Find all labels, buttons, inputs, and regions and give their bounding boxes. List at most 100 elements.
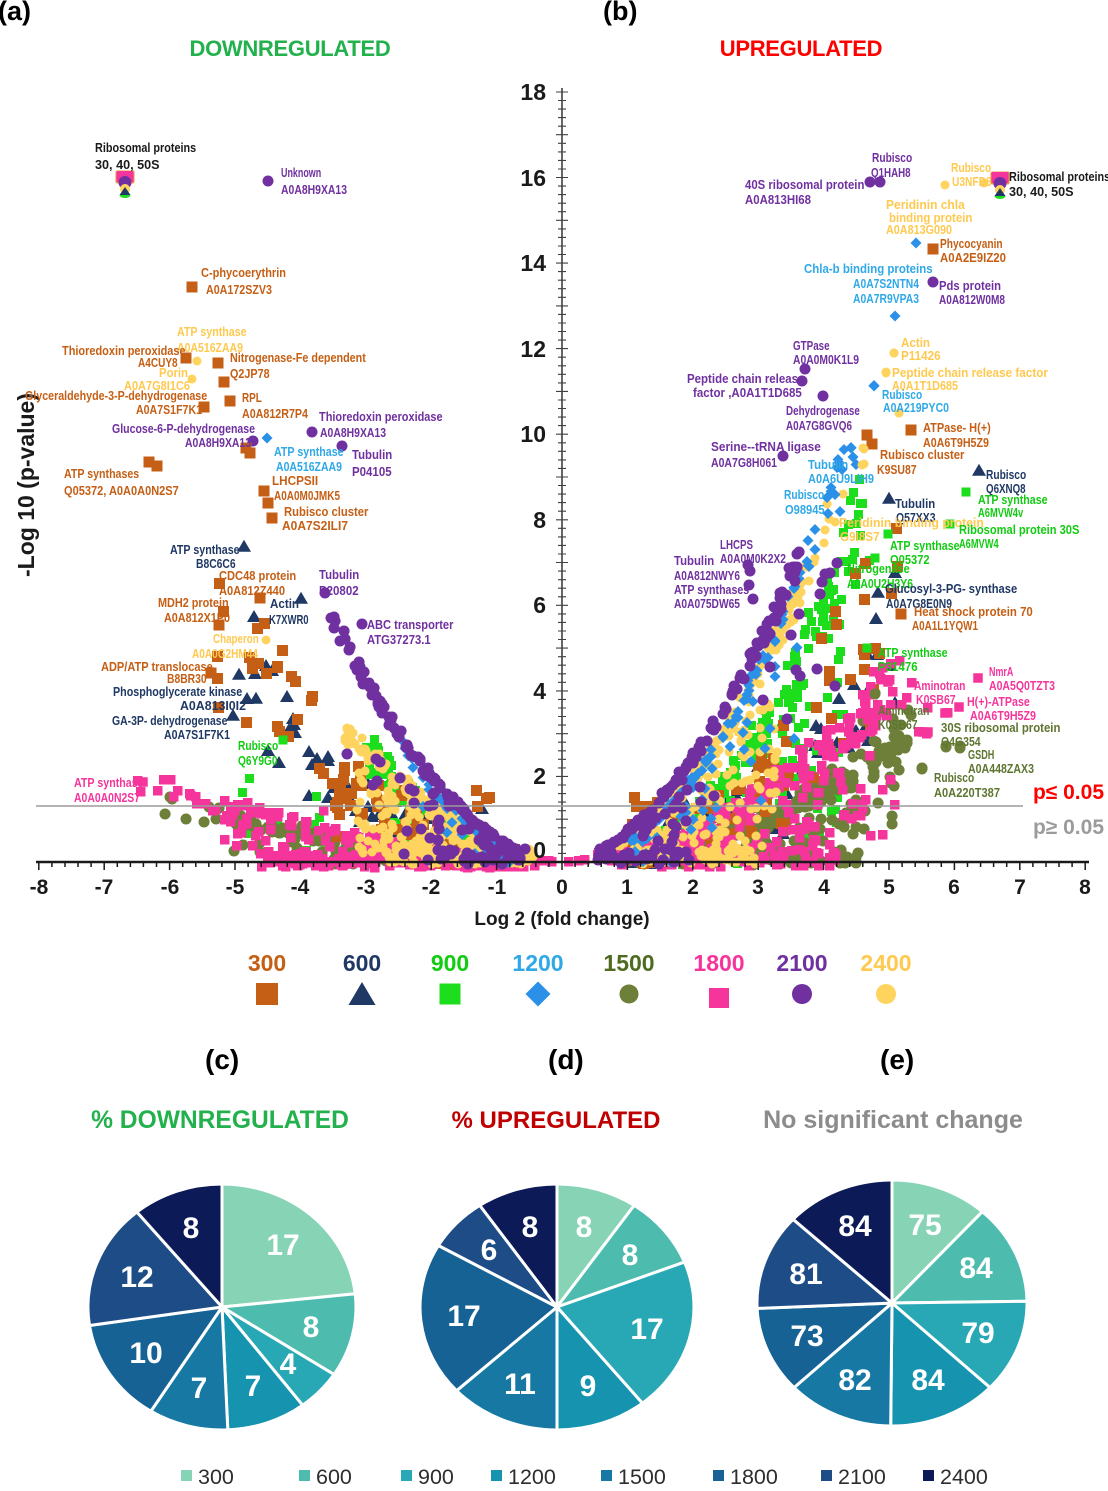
svg-text:No significant change: No significant change [763, 1106, 1023, 1134]
svg-text:30S ribosomal protein: 30S ribosomal protein [941, 720, 1060, 735]
svg-text:7: 7 [1014, 876, 1026, 899]
svg-text:12: 12 [520, 336, 546, 362]
svg-text:Glucose-6-P-dehydrogenase: Glucose-6-P-dehydrogenase [112, 421, 255, 436]
svg-text:Porin: Porin [159, 365, 188, 380]
svg-text:Rubisco: Rubisco [784, 487, 824, 502]
svg-text:K7XWR0: K7XWR0 [269, 612, 309, 627]
svg-text:K9SU87: K9SU87 [877, 462, 917, 477]
svg-text:Ribosomal proteins: Ribosomal proteins [95, 140, 196, 155]
svg-text:Glucosyl-3-PG- synthase: Glucosyl-3-PG- synthase [885, 581, 1017, 596]
svg-text:U3NFD6: U3NFD6 [952, 174, 992, 189]
svg-text:4: 4 [280, 1348, 297, 1381]
svg-text:% DOWNREGULATED: % DOWNREGULATED [91, 1107, 349, 1134]
svg-text:A6MVW4: A6MVW4 [959, 536, 999, 551]
svg-text:A0A2E9IZ20: A0A2E9IZ20 [940, 250, 1006, 265]
svg-text:3: 3 [752, 876, 764, 899]
svg-text:75: 75 [908, 1209, 941, 1242]
svg-text:p≤ 0.05: p≤ 0.05 [1033, 781, 1104, 804]
svg-text:LHCPSII: LHCPSII [272, 473, 318, 488]
svg-text:Nitrogenase-Fe dependent: Nitrogenase-Fe dependent [230, 350, 366, 365]
svg-text:Rubisco: Rubisco [882, 387, 922, 402]
svg-text:1200: 1200 [512, 950, 563, 976]
svg-text:ATP synthase: ATP synthase [274, 444, 344, 459]
svg-text:A0A7S1F7K1: A0A7S1F7K1 [164, 727, 230, 742]
svg-text:30, 40, 50S: 30, 40, 50S [95, 157, 160, 172]
svg-text:Aminotran: Aminotran [914, 678, 965, 693]
svg-text:A0A172SZV3: A0A172SZV3 [206, 282, 272, 297]
svg-text:Q05372: Q05372 [890, 552, 930, 567]
svg-text:Chaperon: Chaperon [213, 631, 259, 646]
svg-text:Actin: Actin [901, 335, 930, 350]
svg-text:A0A7G8I1C6: A0A7G8I1C6 [124, 378, 190, 393]
svg-text:ADP/ATP translocase: ADP/ATP translocase [101, 659, 213, 674]
svg-text:A6MVW4v: A6MVW4v [978, 505, 1024, 520]
svg-text:A0A812NWY6: A0A812NWY6 [674, 568, 740, 583]
svg-text:GTPase: GTPase [793, 338, 830, 353]
svg-text:A0A813HI68: A0A813HI68 [745, 192, 811, 207]
svg-text:A0A5Q0TZT3: A0A5Q0TZT3 [989, 678, 1055, 693]
svg-text:Phycocyanin: Phycocyanin [940, 236, 1003, 251]
svg-text:Ribosomal proteins: Ribosomal proteins [1009, 169, 1108, 184]
svg-text:84: 84 [959, 1252, 993, 1285]
svg-text:A0A6T9H5Z9: A0A6T9H5Z9 [970, 708, 1036, 723]
svg-text:P20802: P20802 [319, 583, 359, 598]
svg-text:11: 11 [504, 1368, 536, 1401]
svg-text:Peptide chain release factor: Peptide chain release factor [892, 365, 1048, 380]
svg-text:6: 6 [533, 592, 546, 618]
svg-text:ATP synthases: ATP synthases [64, 466, 139, 481]
svg-text:Peridinin binding protein: Peridinin binding protein [839, 515, 984, 530]
svg-text:K0SB67: K0SB67 [916, 692, 956, 707]
svg-text:Q4G354: Q4G354 [941, 734, 981, 749]
svg-text:1500: 1500 [603, 950, 654, 976]
svg-text:2400: 2400 [860, 950, 911, 976]
svg-text:-1: -1 [488, 876, 507, 899]
svg-text:(a): (a) [0, 0, 31, 26]
svg-text:Q1HAH8: Q1HAH8 [871, 165, 911, 180]
svg-text:8: 8 [522, 1211, 539, 1244]
svg-text:8: 8 [533, 507, 546, 533]
svg-text:(d): (d) [548, 1044, 584, 1075]
svg-text:ATPase- H(+): ATPase- H(+) [923, 420, 991, 435]
svg-text:82: 82 [838, 1364, 871, 1397]
svg-text:A0A1L1YQW1: A0A1L1YQW1 [912, 618, 978, 633]
svg-text:0: 0 [533, 837, 546, 863]
svg-text:-4: -4 [291, 876, 310, 899]
svg-text:(e): (e) [880, 1044, 914, 1075]
svg-text:ATP synthase: ATP synthase [177, 324, 247, 339]
svg-text:Q57XX3: Q57XX3 [896, 510, 936, 525]
svg-text:A0A812X1P0: A0A812X1P0 [164, 610, 230, 625]
svg-text:79: 79 [961, 1317, 994, 1350]
svg-text:6: 6 [948, 876, 960, 899]
svg-text:GA-3P- dehydrogenase: GA-3P- dehydrogenase [112, 713, 227, 728]
svg-text:Aminotran: Aminotran [878, 703, 929, 718]
svg-text:A0A812W0M8: A0A812W0M8 [939, 292, 1005, 307]
svg-text:(c): (c) [205, 1044, 239, 1075]
svg-text:14: 14 [520, 250, 546, 276]
svg-text:Rubisco cluster: Rubisco cluster [284, 504, 368, 519]
svg-text:A0A7G8E0N9: A0A7G8E0N9 [886, 596, 952, 611]
svg-text:P31476: P31476 [878, 659, 918, 674]
svg-text:B8C6C6: B8C6C6 [196, 556, 236, 571]
svg-text:LHCPS: LHCPS [720, 537, 753, 552]
svg-text:4: 4 [818, 876, 830, 899]
svg-text:300: 300 [198, 1465, 234, 1489]
svg-text:0: 0 [556, 876, 568, 899]
svg-text:Tubulin: Tubulin [808, 457, 848, 472]
svg-text:A0A812Z440: A0A812Z440 [219, 583, 285, 598]
svg-text:-3: -3 [357, 876, 376, 899]
svg-text:2400: 2400 [940, 1465, 988, 1489]
svg-text:A0A6U9LIH9: A0A6U9LIH9 [808, 471, 874, 486]
svg-text:10: 10 [129, 1337, 162, 1370]
svg-text:A0A219PYC0: A0A219PYC0 [883, 400, 949, 415]
svg-text:G9I8S7: G9I8S7 [840, 529, 880, 544]
svg-text:1: 1 [621, 876, 633, 899]
svg-text:1800: 1800 [693, 950, 744, 976]
svg-text:8: 8 [183, 1212, 200, 1245]
svg-text:18: 18 [520, 79, 546, 105]
svg-text:900: 900 [431, 950, 469, 976]
svg-text:A0A0M0K1L9: A0A0M0K1L9 [793, 352, 859, 367]
svg-text:30, 40, 50S: 30, 40, 50S [1009, 184, 1074, 199]
svg-text:1800: 1800 [730, 1465, 778, 1489]
svg-text:9: 9 [580, 1370, 597, 1403]
svg-text:600: 600 [316, 1465, 352, 1489]
